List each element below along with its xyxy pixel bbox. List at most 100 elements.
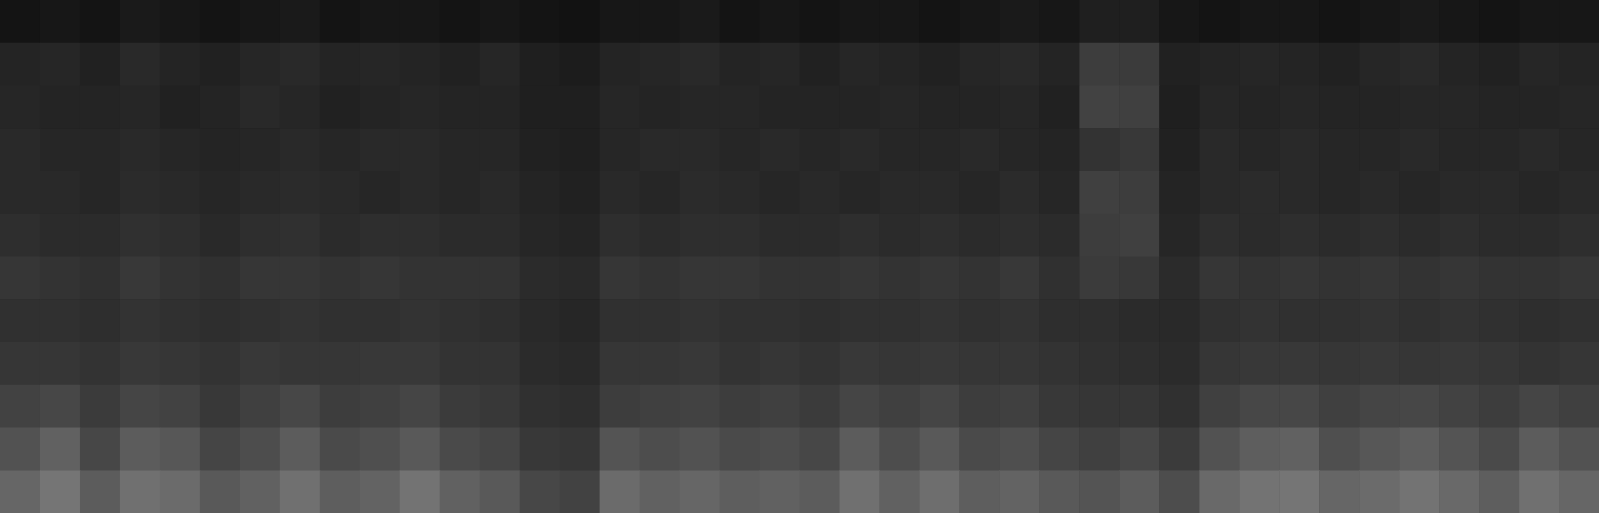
heatmap-cell	[1119, 385, 1159, 428]
heatmap-cell	[1119, 299, 1159, 342]
heatmap-cell	[640, 43, 680, 86]
heatmap-cell	[1199, 0, 1239, 43]
heatmap-cell	[1279, 0, 1319, 43]
heatmap-cell	[839, 171, 879, 214]
heatmap-cell	[120, 128, 160, 171]
heatmap-cell	[440, 428, 480, 471]
heatmap-cell	[1119, 470, 1159, 513]
heatmap-cell	[760, 43, 800, 86]
heatmap-cell	[280, 299, 320, 342]
spectrogram-chart	[0, 0, 1599, 513]
heatmap-cell	[1439, 470, 1479, 513]
heatmap-cell	[1279, 86, 1319, 129]
heatmap-cell	[999, 385, 1039, 428]
heatmap-cell	[240, 43, 280, 86]
heatmap-cell	[1519, 43, 1559, 86]
heatmap-cell	[959, 342, 999, 385]
heatmap-cell	[440, 342, 480, 385]
heatmap-cell	[0, 385, 40, 428]
heatmap-cell	[1519, 470, 1559, 513]
heatmap-cell	[1279, 428, 1319, 471]
heatmap-cell	[160, 342, 200, 385]
heatmap-cell	[520, 43, 560, 86]
heatmap-cell	[600, 428, 640, 471]
heatmap-cell	[760, 171, 800, 214]
heatmap-cell	[959, 299, 999, 342]
heatmap-cell	[240, 86, 280, 129]
heatmap-cell	[1559, 470, 1599, 513]
heatmap-cell	[240, 428, 280, 471]
heatmap-cell	[360, 43, 400, 86]
heatmap-cell	[1039, 342, 1079, 385]
heatmap-cell	[800, 214, 840, 257]
heatmap-cell	[1199, 128, 1239, 171]
heatmap-cell	[160, 0, 200, 43]
heatmap-cell	[0, 257, 40, 300]
heatmap-cell	[1199, 342, 1239, 385]
heatmap-cell	[520, 86, 560, 129]
heatmap-cell	[240, 470, 280, 513]
heatmap-cell	[1399, 86, 1439, 129]
heatmap-cell	[0, 428, 40, 471]
heatmap-cell	[1119, 428, 1159, 471]
heatmap-cell	[440, 299, 480, 342]
heatmap-cell	[440, 470, 480, 513]
heatmap-cell	[680, 470, 720, 513]
heatmap-cell	[919, 43, 959, 86]
heatmap-cell	[999, 0, 1039, 43]
heatmap-cell	[560, 0, 600, 43]
heatmap-cell	[560, 257, 600, 300]
heatmap-cell	[1159, 428, 1199, 471]
heatmap-cell	[680, 428, 720, 471]
heatmap-cell	[600, 342, 640, 385]
heatmap-cell	[1159, 0, 1199, 43]
heatmap-cell	[240, 128, 280, 171]
heatmap-cell	[1039, 299, 1079, 342]
heatmap-cell	[1319, 385, 1359, 428]
heatmap-cell	[999, 428, 1039, 471]
heatmap-cell	[200, 43, 240, 86]
heatmap-cell	[120, 171, 160, 214]
heatmap-cell	[440, 171, 480, 214]
heatmap-cell	[200, 342, 240, 385]
heatmap-cell	[80, 0, 120, 43]
heatmap-cell	[1359, 428, 1399, 471]
heatmap-cell	[400, 43, 440, 86]
heatmap-cell	[999, 43, 1039, 86]
heatmap-cell	[680, 171, 720, 214]
heatmap-cell	[680, 385, 720, 428]
heatmap-cell	[760, 128, 800, 171]
heatmap-cell	[400, 0, 440, 43]
heatmap-cell	[600, 214, 640, 257]
heatmap-cell	[360, 342, 400, 385]
heatmap-cell	[1159, 171, 1199, 214]
heatmap-cell	[1079, 214, 1119, 257]
heatmap-cell	[919, 86, 959, 129]
heatmap-cell	[959, 385, 999, 428]
heatmap-cell	[80, 171, 120, 214]
heatmap-cell	[600, 128, 640, 171]
heatmap-cell	[640, 171, 680, 214]
heatmap-cell	[1159, 299, 1199, 342]
heatmap-cell	[1519, 171, 1559, 214]
heatmap-cell	[280, 43, 320, 86]
heatmap-cell	[40, 0, 80, 43]
heatmap-cell	[1319, 43, 1359, 86]
heatmap-cell	[1119, 214, 1159, 257]
heatmap-cell	[1119, 342, 1159, 385]
heatmap-cell	[1079, 470, 1119, 513]
heatmap-cell	[400, 470, 440, 513]
heatmap-cell	[1479, 128, 1519, 171]
heatmap-cell	[1199, 299, 1239, 342]
heatmap-cell	[160, 385, 200, 428]
heatmap-cell	[1399, 257, 1439, 300]
heatmap-cell	[999, 342, 1039, 385]
heatmap-cell	[1239, 43, 1279, 86]
heatmap-cell	[1199, 86, 1239, 129]
heatmap-cell	[160, 43, 200, 86]
heatmap-cell	[879, 43, 919, 86]
heatmap-cell	[1079, 257, 1119, 300]
heatmap-cell	[919, 428, 959, 471]
heatmap-cell	[720, 470, 760, 513]
heatmap-cell	[40, 128, 80, 171]
